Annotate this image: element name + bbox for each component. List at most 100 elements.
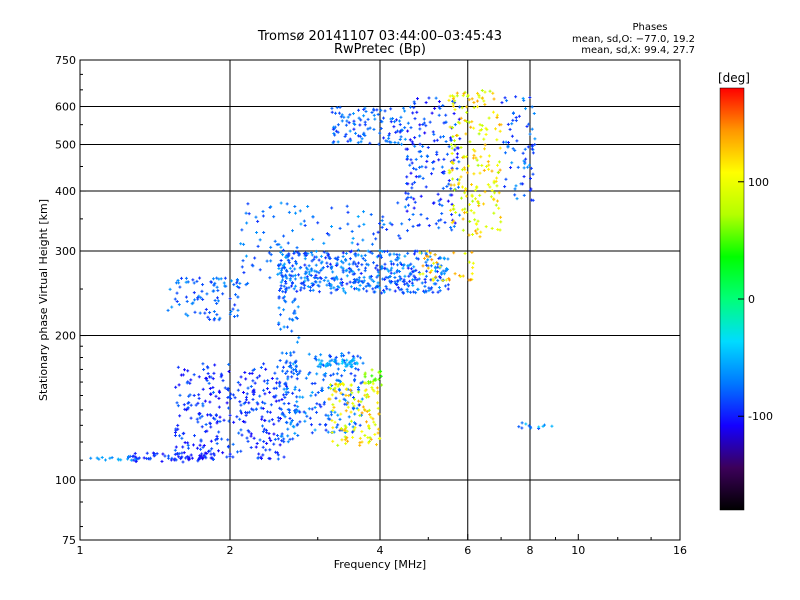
data-point <box>261 430 265 434</box>
data-point <box>454 210 458 214</box>
data-point <box>475 231 479 235</box>
data-point <box>339 281 343 285</box>
data-point <box>424 274 428 278</box>
data-point <box>287 402 291 406</box>
data-point <box>294 408 298 412</box>
data-point <box>431 161 435 165</box>
data-point <box>170 456 174 460</box>
data-point <box>424 260 428 264</box>
data-point <box>256 219 260 223</box>
data-point <box>428 270 432 274</box>
data-point <box>329 410 333 414</box>
data-point <box>282 325 286 329</box>
data-point <box>441 186 445 190</box>
stats-line-x: mean, sd,X: 99.4, 27.7 <box>581 45 695 56</box>
data-point <box>452 207 456 211</box>
data-point <box>388 221 392 225</box>
data-point <box>350 391 354 395</box>
data-point <box>372 127 376 131</box>
data-point <box>431 167 435 171</box>
data-point <box>421 144 425 148</box>
data-point <box>411 212 415 216</box>
data-point <box>499 220 503 224</box>
data-point <box>529 166 533 170</box>
data-point <box>221 292 225 296</box>
data-point <box>365 409 369 413</box>
data-point <box>418 127 422 131</box>
data-point <box>528 132 532 136</box>
grid-lines <box>80 60 680 540</box>
data-point <box>334 111 338 115</box>
data-point <box>340 113 344 117</box>
data-point <box>277 321 281 325</box>
data-point <box>432 261 436 265</box>
data-point <box>338 399 342 403</box>
data-point <box>213 281 217 285</box>
data-point <box>475 158 479 162</box>
data-point <box>336 130 340 134</box>
data-point <box>529 176 533 180</box>
data-point <box>277 242 281 246</box>
data-point <box>395 282 399 286</box>
data-point <box>405 229 409 233</box>
data-point <box>363 258 367 262</box>
data-point <box>201 283 205 287</box>
data-point <box>498 146 502 150</box>
data-point <box>186 369 190 373</box>
data-point <box>346 139 350 143</box>
data-point <box>176 427 180 431</box>
data-point <box>352 395 356 399</box>
data-point <box>369 274 373 278</box>
data-point <box>530 143 534 147</box>
data-point <box>514 119 518 123</box>
data-point <box>131 454 135 458</box>
data-point <box>457 178 461 182</box>
data-point <box>465 110 469 114</box>
data-point <box>287 410 291 414</box>
data-point <box>380 264 384 268</box>
data-point <box>281 264 285 268</box>
data-point <box>258 268 262 272</box>
data-point <box>307 352 311 356</box>
data-point <box>403 126 407 130</box>
data-point <box>364 284 368 288</box>
data-point <box>331 426 335 430</box>
data-point <box>335 372 339 376</box>
data-point <box>384 139 388 143</box>
data-point <box>188 381 192 385</box>
data-point <box>334 263 338 267</box>
data-point <box>463 207 467 211</box>
data-point <box>455 91 459 95</box>
data-point <box>363 371 367 375</box>
data-point <box>458 105 462 109</box>
data-point <box>229 397 233 401</box>
data-point <box>279 201 283 205</box>
data-point <box>530 198 534 202</box>
data-point <box>409 290 413 294</box>
data-point <box>433 253 437 257</box>
data-point <box>303 411 307 415</box>
data-point <box>291 437 295 441</box>
data-point <box>439 271 443 275</box>
data-point <box>469 183 473 187</box>
data-point <box>345 274 349 278</box>
data-point <box>495 176 499 180</box>
data-point <box>346 439 350 443</box>
data-point <box>528 188 532 192</box>
data-point <box>438 276 442 280</box>
data-point <box>198 276 202 280</box>
data-point <box>201 457 205 461</box>
data-point <box>213 417 217 421</box>
data-point <box>268 390 272 394</box>
data-point <box>344 291 348 295</box>
data-point <box>236 380 240 384</box>
data-point <box>326 363 330 367</box>
data-point <box>186 314 190 318</box>
data-point <box>410 140 414 144</box>
data-point <box>361 257 365 261</box>
data-point <box>310 267 314 271</box>
data-point <box>398 119 402 123</box>
data-point <box>506 144 510 148</box>
data-point <box>363 408 367 412</box>
data-point <box>311 237 315 241</box>
